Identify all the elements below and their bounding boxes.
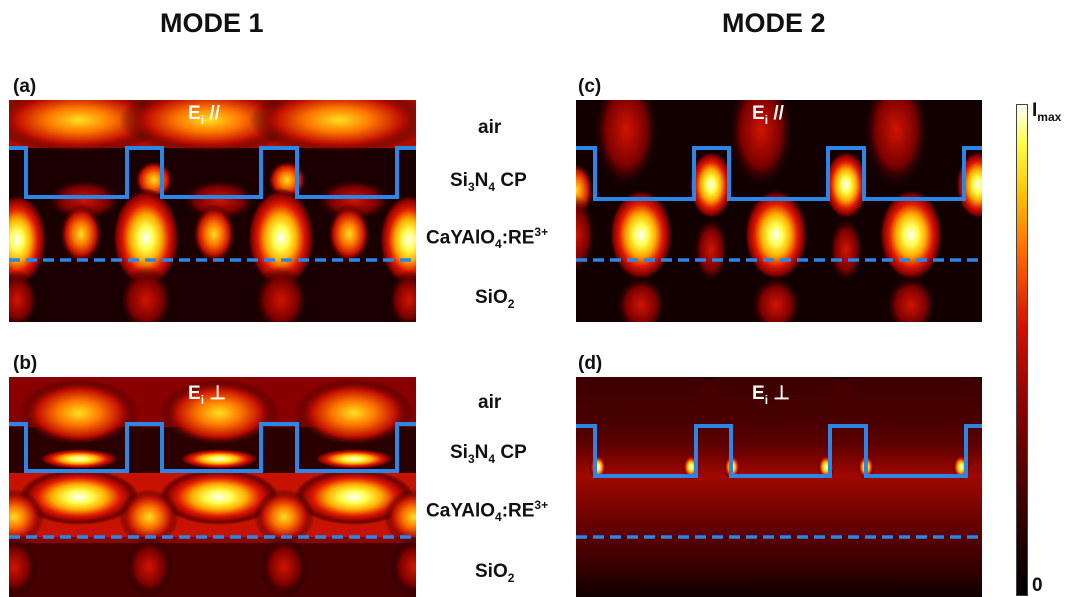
panel-b-label: (b) (13, 353, 38, 374)
panel-d-label: (d) (578, 353, 603, 374)
layer-label-active-top: CaYAlO4:RE3+ (426, 225, 549, 252)
panel-b-field-map (9, 377, 416, 597)
layer-label-substrate-top: SiO2 (475, 287, 515, 311)
layer-label-cp-top: Si3N4 CP (450, 170, 527, 194)
layer-label-air-top: air (478, 117, 502, 138)
panel-a-field-map (9, 100, 416, 322)
layer-label-active-bottom: CaYAlO4:RE3+ (426, 498, 549, 525)
panel-b-polarization: Ei ⊥ (188, 383, 226, 407)
panel-d-polarization: Ei ⊥ (752, 383, 790, 407)
layer-label-substrate-bottom: SiO2 (475, 561, 515, 585)
panel-c-field-map (576, 100, 982, 322)
mode-2-title: MODE 2 (722, 8, 826, 38)
panel-c-label: (c) (578, 76, 602, 97)
intensity-colorbar (1016, 104, 1028, 596)
mode-1-title: MODE 1 (160, 8, 264, 38)
panel-a-polarization: Ei // (188, 103, 220, 127)
layer-label-cp-bottom: Si3N4 CP (450, 442, 527, 466)
colorbar-max-label: Imax (1032, 100, 1062, 124)
panel-a-label: (a) (13, 76, 37, 97)
panel-c-polarization: Ei // (752, 103, 784, 127)
panel-d-field-map (576, 377, 982, 597)
layer-label-air-bottom: air (478, 392, 502, 413)
colorbar-min-label: 0 (1032, 575, 1043, 596)
